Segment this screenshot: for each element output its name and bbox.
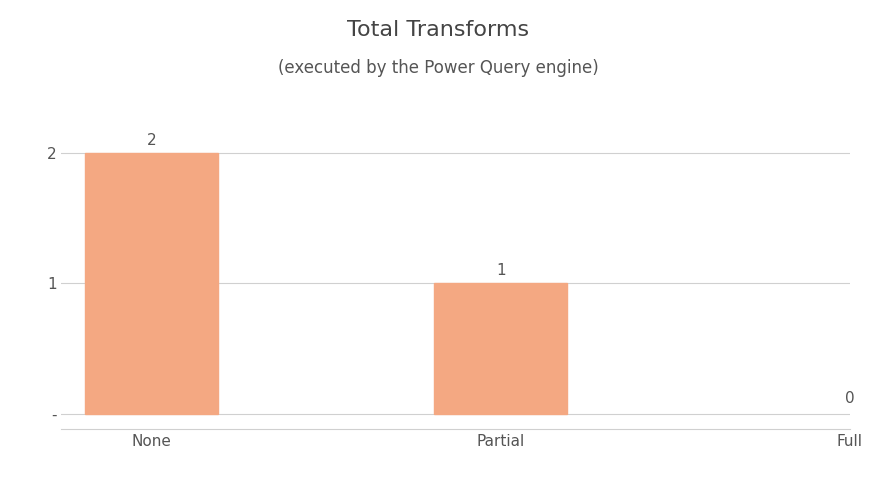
Text: 1: 1 xyxy=(496,263,505,278)
Bar xyxy=(85,153,218,414)
Bar xyxy=(434,284,567,414)
Text: Total Transforms: Total Transforms xyxy=(347,20,529,40)
Text: 0: 0 xyxy=(845,391,854,406)
Text: 2: 2 xyxy=(147,133,157,148)
Text: (executed by the Power Query engine): (executed by the Power Query engine) xyxy=(278,59,598,77)
